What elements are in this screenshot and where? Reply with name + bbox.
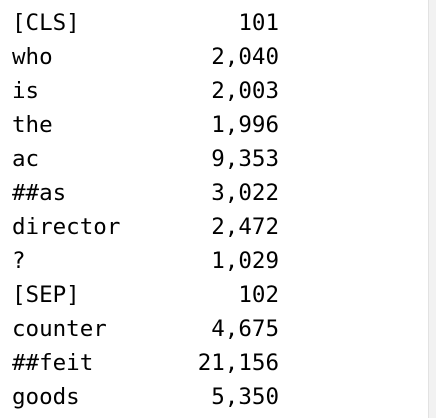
table-row: director 2,472 <box>12 210 279 244</box>
token-text: [CLS] <box>12 10 80 36</box>
table-row: is 2,003 <box>12 74 279 108</box>
table-row: ac 9,353 <box>12 142 279 176</box>
table-row: ? 1,029 <box>12 244 279 278</box>
token-text: ##as <box>12 180 67 206</box>
table-row: the 1,996 <box>12 108 279 142</box>
token-id: 1,996 <box>211 112 279 138</box>
token-id: 102 <box>238 282 279 308</box>
token-id-table: [CLS] 101 who 2,040 is 2,003 the 1,996 a… <box>12 6 279 414</box>
table-row: who 2,040 <box>12 40 279 74</box>
token-id: 4,675 <box>211 316 279 342</box>
table-row: [SEP] 102 <box>12 278 279 312</box>
token-text: is <box>12 78 40 104</box>
table-row: goods 5,350 <box>12 380 279 414</box>
token-text: goods <box>12 384 80 410</box>
token-text: [SEP] <box>12 282 80 308</box>
token-text: ##feit <box>12 350 94 376</box>
token-id: 21,156 <box>197 350 279 376</box>
token-id: 5,350 <box>211 384 279 410</box>
token-id: 2,040 <box>211 44 279 70</box>
token-id: 2,003 <box>211 78 279 104</box>
table-row: ##as 3,022 <box>12 176 279 210</box>
table-row: ##feit 21,156 <box>12 346 279 380</box>
token-id: 3,022 <box>211 180 279 206</box>
token-id: 101 <box>238 10 279 36</box>
token-id: 1,029 <box>211 248 279 274</box>
token-text: ac <box>12 146 40 172</box>
token-id: 2,472 <box>211 214 279 240</box>
token-text: counter <box>12 316 107 342</box>
token-id: 9,353 <box>211 146 279 172</box>
token-text: who <box>12 44 53 70</box>
vertical-scrollbar[interactable] <box>428 0 436 418</box>
token-text: ? <box>12 248 26 274</box>
table-row: [CLS] 101 <box>12 6 279 40</box>
token-text: the <box>12 112 53 138</box>
token-text: director <box>12 214 121 240</box>
table-row: counter 4,675 <box>12 312 279 346</box>
